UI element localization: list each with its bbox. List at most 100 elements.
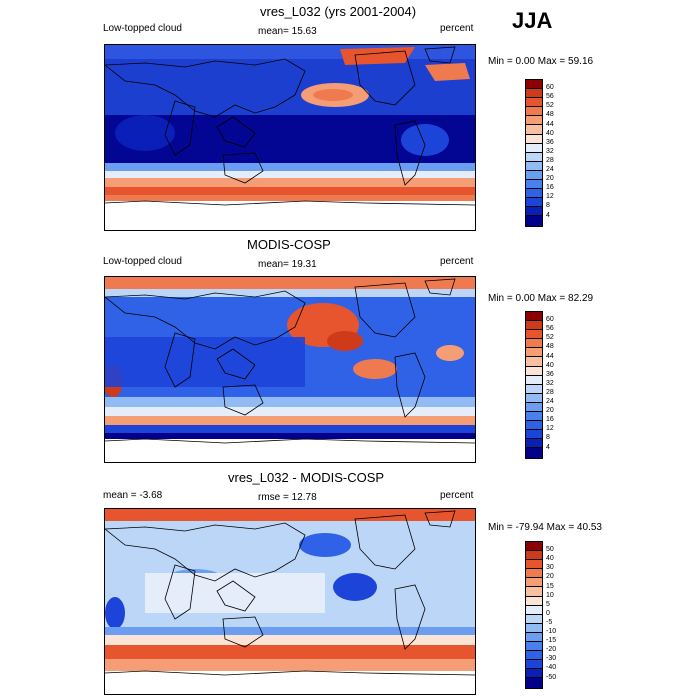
panel3-right-label: percent — [440, 490, 474, 501]
colorbar-segment — [526, 207, 542, 217]
band-light — [105, 163, 475, 173]
colorbar-tick-label: 40 — [546, 129, 554, 137]
colorbar-tick-label: 5 — [546, 600, 550, 608]
colorbar-tick-label: 20 — [546, 175, 554, 183]
colorbar-segment — [526, 651, 542, 661]
colorbar-tick-label: 44 — [546, 352, 554, 360]
colorbar-segment — [526, 375, 542, 385]
colorbar-tick-label: 20 — [546, 573, 554, 581]
colorbar-tick-label: 56 — [546, 93, 554, 101]
colorbar-segment — [526, 348, 542, 358]
colorbar-segment — [526, 170, 542, 181]
panel1-center-label: mean= 15.63 — [258, 26, 317, 37]
colorbar-tick-label: 48 — [546, 111, 554, 119]
colorbar-segment — [526, 678, 542, 688]
colorbar-tick-label: 44 — [546, 120, 554, 128]
colorbar-segment — [526, 134, 542, 144]
colorbar-segment — [526, 116, 542, 126]
colorbar-tick-label: -10 — [546, 628, 557, 635]
panel1-stats: Min = 0.00 Max = 59.16 — [488, 56, 594, 67]
colorbar-segment — [526, 189, 542, 199]
panel3-map — [104, 508, 476, 695]
colorbar-tick-label: 16 — [546, 184, 554, 192]
colorbar-segment — [526, 596, 542, 606]
colorbar-tick-label: 56 — [546, 325, 554, 333]
panel1-map-svg — [105, 45, 475, 230]
coastlines — [105, 278, 475, 444]
band-light — [105, 397, 475, 409]
se-atlantic-negative — [105, 597, 125, 629]
antarctic-missing — [105, 671, 475, 694]
colorbar-tick-label: -30 — [546, 655, 557, 663]
band-red-2 — [105, 195, 475, 201]
colorbar-tick-label: 12 — [546, 193, 554, 201]
colorbar-tick-label: 48 — [546, 343, 554, 351]
colorbar-segment — [526, 551, 542, 561]
colorbar-segment — [526, 312, 542, 322]
colorbar-tick-label: -40 — [546, 664, 557, 672]
panel3-left-label: mean = -3.68 — [103, 490, 163, 501]
colorbar-segment — [526, 421, 542, 431]
band-salmon — [105, 416, 475, 426]
colorbar-segment — [526, 366, 542, 376]
colorbar-tick-label: -5 — [546, 618, 553, 626]
colorbar-segment — [526, 660, 542, 670]
colorbar-segment — [526, 152, 542, 162]
colorbar-segment — [526, 402, 542, 413]
colorbar-segment — [526, 161, 542, 171]
colorbar-segment — [526, 216, 542, 226]
colorbar-tick-label: 36 — [546, 138, 554, 146]
colorbar-segment — [526, 98, 542, 108]
colorbar-tick-label: 60 — [546, 316, 554, 324]
colorbar-segment — [526, 569, 542, 579]
band-light-red — [105, 635, 475, 645]
colorbar-segment — [526, 125, 542, 135]
colorbar-tick-label: 40 — [546, 555, 554, 563]
band-blue — [105, 425, 475, 433]
coastlines — [105, 46, 475, 206]
band-white — [105, 171, 475, 179]
tropics-variation-1 — [115, 115, 175, 151]
colorbar-segment — [526, 107, 542, 117]
atlantic-patch — [436, 345, 464, 361]
colorbar-segment — [526, 89, 542, 99]
ne-pacific-core — [327, 331, 363, 351]
colorbar-tick-label: 8 — [546, 202, 550, 210]
colorbar-tick-label: -15 — [546, 637, 557, 645]
se-pacific-negative — [333, 573, 377, 601]
colorbar-segment — [526, 560, 542, 570]
band-white — [105, 407, 475, 417]
tropics-variation-2 — [401, 124, 449, 156]
panel1-left-label: Low-topped cloud — [103, 23, 182, 34]
colorbar-tick-label: 40 — [546, 361, 554, 369]
ne-pacific-core — [313, 89, 353, 101]
colorbar-tick-label: 15 — [546, 582, 554, 590]
ne-pacific-negative — [299, 533, 351, 557]
colorbar-tick-label: 16 — [546, 416, 554, 424]
band-blue — [105, 627, 475, 635]
nw-atlantic-patch — [425, 63, 470, 81]
colorbar-tick-label: 24 — [546, 398, 554, 405]
panel1-colorbar — [525, 79, 543, 227]
colorbar-segment — [526, 614, 542, 624]
colorbar-tick-label: -50 — [546, 673, 557, 681]
panel1-title: vres_L032 (yrs 2001-2004) — [260, 4, 417, 19]
tropics-neutral — [145, 573, 325, 613]
colorbar-segment — [526, 642, 542, 652]
colorbar-segment — [526, 393, 542, 403]
colorbar-segment — [526, 542, 542, 552]
panel2-colorbar — [525, 311, 543, 459]
colorbar-tick-label: 52 — [546, 334, 554, 342]
panel1-map — [104, 44, 476, 231]
colorbar-segment — [526, 339, 542, 349]
band-salmon — [105, 178, 475, 188]
panel2-map-svg — [105, 277, 475, 462]
antarctic-missing — [105, 439, 475, 462]
band-dark — [105, 433, 475, 439]
colorbar-tick-label: 10 — [546, 591, 554, 599]
colorbar-segment — [526, 430, 542, 440]
arctic-band — [105, 277, 475, 289]
se-pacific-stratocu — [353, 359, 397, 379]
colorbar-tick-label: 28 — [546, 388, 554, 396]
panel2-right-label: percent — [440, 256, 474, 267]
